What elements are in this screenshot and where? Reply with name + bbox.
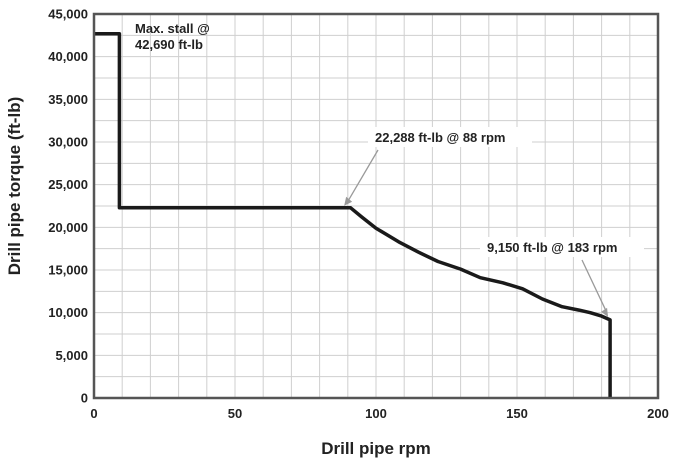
annotation-text-line: Max. stall @ [135, 21, 210, 36]
y-tick-label: 35,000 [48, 92, 88, 107]
series [94, 31, 612, 398]
y-tick-label: 5,000 [55, 348, 88, 363]
annotation-end-point: 9,150 ft-lb @ 183 rpm [480, 237, 644, 317]
plot-frame [92, 12, 660, 400]
y-tick-label: 20,000 [48, 220, 88, 235]
annotation-bg [480, 237, 644, 257]
torque-curve-line [94, 31, 612, 398]
y-tick-label: 30,000 [48, 135, 88, 150]
x-tick-label: 200 [647, 406, 669, 421]
y-tick-label: 15,000 [48, 263, 88, 278]
x-tick-label: 100 [365, 406, 387, 421]
y-axis-title: Drill pipe torque (ft-lb) [5, 97, 24, 275]
annotation-corner-point: 22,288 ft-lb @ 88 rpm [344, 127, 532, 206]
y-tick-label: 0 [81, 391, 88, 406]
annotation-text-line: 42,690 ft-lb [135, 37, 203, 52]
annotation-arrow-line [347, 149, 379, 202]
annotation-text-line: 22,288 ft-lb @ 88 rpm [375, 130, 505, 145]
annotation-bg [368, 127, 532, 147]
y-tick-label: 45,000 [48, 7, 88, 22]
annotation-arrow-head [344, 196, 353, 206]
y-tick-label: 10,000 [48, 305, 88, 320]
annotation-text-line: 9,150 ft-lb @ 183 rpm [487, 240, 617, 255]
y-tick-label: 25,000 [48, 177, 88, 192]
y-tick-label: 40,000 [48, 49, 88, 64]
annotation-max-stall: Max. stall @42,690 ft-lb [135, 21, 210, 52]
tick-labels: 0 50 100 150 200 0 5,000 10,000 15,000 20,000 25,0… [48, 7, 669, 422]
x-axis-title: Drill pipe rpm [321, 439, 431, 458]
annotation-arrow-line [581, 259, 607, 312]
annotation-arrow-head [601, 307, 609, 317]
annotations: Max. stall @42,690 ft-lb 22,288 ft-lb @ 8… [135, 21, 644, 317]
x-tick-label: 150 [506, 406, 528, 421]
grid [94, 14, 658, 398]
x-tick-label: 0 [90, 406, 97, 421]
x-tick-label: 50 [228, 406, 242, 421]
